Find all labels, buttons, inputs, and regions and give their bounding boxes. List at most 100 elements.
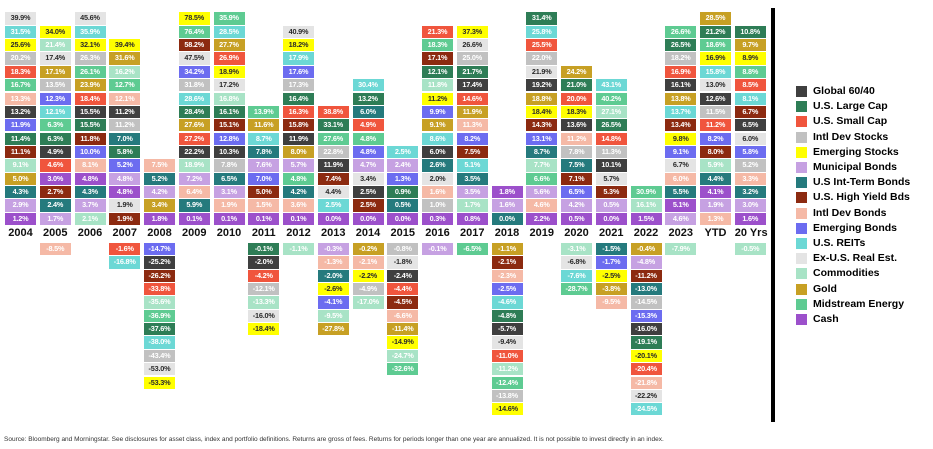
cell-2023-idb: 6.0% — [665, 172, 697, 185]
cell-2023-itb: 5.5% — [665, 185, 697, 199]
cell-2004-emb: 11.9% — [5, 119, 36, 132]
cell-2010-g6040: 10.3% — [213, 145, 245, 159]
cell-2007-ussc: -1.6% — [109, 243, 141, 256]
cell-2021-hy: 5.3% — [595, 185, 627, 199]
cell-2009-em: 78.5% — [178, 12, 210, 25]
cell-2006-g6040: 15.5% — [74, 105, 106, 119]
cell-2014-emb: 4.8% — [352, 145, 384, 159]
cell-2013-mid: 27.6% — [317, 132, 349, 145]
cell-2009-reit: 28.6% — [178, 92, 210, 105]
cell-2022-ussc: -20.4% — [630, 363, 662, 376]
cell-2017-cash: 0.8% — [456, 212, 488, 225]
cell-2020-reit: -7.6% — [561, 269, 592, 282]
cell-2008-cash: 1.8% — [144, 212, 175, 225]
cell-2010-cmd: 16.8% — [213, 92, 245, 105]
cell-2022-exre: -22.2% — [630, 389, 662, 403]
cell-2013-ids: 22.8% — [317, 145, 349, 159]
cell-2010-exre: 17.2% — [213, 79, 245, 92]
cell-2004-muni: 2.9% — [5, 199, 36, 212]
cell-YTD-mid: 18.6% — [700, 39, 731, 52]
cell-2011-exre: -16.0% — [248, 309, 280, 323]
cell-2010-ussc: 26.9% — [213, 52, 245, 65]
cell-2014-gold: -0.2% — [352, 243, 384, 256]
cell-2016-ussc: 21.3% — [422, 25, 453, 39]
cell-2006-itb: 4.3% — [74, 185, 106, 199]
cell-2006-exre: 45.6% — [74, 12, 106, 25]
cell-2014-exre: 3.4% — [352, 172, 384, 185]
cell-2011-muni: 7.6% — [248, 159, 280, 172]
cell-2016-cash: 0.3% — [422, 212, 453, 225]
cell-2018-uslc: -4.8% — [491, 309, 523, 323]
cell-20Yrs-g6040: 6.5% — [734, 119, 766, 132]
cell-2007-emb: 5.2% — [109, 159, 141, 172]
cell-2012-hy: 15.8% — [283, 119, 314, 132]
legend-label-itb: U.S Int-Term Bonds — [813, 176, 911, 189]
cell-2012-em: 18.2% — [283, 39, 314, 52]
cell-2023-reit: 13.7% — [665, 105, 697, 119]
cell-2010-gold: 27.7% — [213, 39, 245, 52]
column-label-2007: 2007 — [112, 227, 137, 239]
cell-2016-g6040: 6.0% — [422, 145, 453, 159]
cell-2021-exre: 5.7% — [595, 172, 627, 185]
legend-label-exre: Ex-U.S. Real Est. — [813, 252, 898, 265]
cell-2004-uslc: 11.4% — [5, 132, 36, 145]
cell-2013-g6040: 11.9% — [317, 159, 349, 172]
cell-2011-g6040: -2.0% — [248, 256, 280, 269]
cell-2012-reit: 17.9% — [283, 52, 314, 65]
cell-2015-exre: -1.8% — [387, 256, 419, 269]
cell-2015-gold: -11.4% — [387, 323, 419, 336]
legend-label-emb: Emerging Bonds — [813, 221, 898, 234]
cell-2016-idb: 1.6% — [422, 185, 453, 199]
cell-2018-gold: -1.1% — [491, 243, 523, 256]
cell-2021-em: -2.5% — [595, 269, 627, 282]
cell-20Yrs-gold: 9.7% — [734, 39, 766, 52]
cell-2020-exre: -6.8% — [561, 256, 592, 269]
cell-2018-emb: -2.5% — [491, 283, 523, 296]
cell-2023-uslc: 26.5% — [665, 39, 697, 52]
cell-2015-cash: 0.0% — [387, 212, 419, 225]
cell-20Yrs-emb: 5.8% — [734, 145, 766, 159]
cell-2023-gold: 13.8% — [665, 92, 697, 105]
cell-2020-hy: 7.1% — [561, 172, 592, 185]
cell-2010-mid: 35.9% — [213, 12, 245, 25]
cell-2023-cash: 5.1% — [665, 199, 697, 212]
cell-2015-ids: -0.8% — [387, 243, 419, 256]
cell-20Yrs-mid: 8.8% — [734, 65, 766, 79]
cell-2011-cash: 0.1% — [248, 212, 280, 225]
cell-2009-ussc: 27.2% — [178, 132, 210, 145]
cell-2010-muni: 3.1% — [213, 185, 245, 199]
cell-2023-emb: 9.1% — [665, 145, 697, 159]
cell-2017-exre: 26.6% — [456, 39, 488, 52]
cell-2004-exre: 39.9% — [5, 12, 36, 25]
cell-2019-ids: 22.0% — [526, 52, 558, 65]
cell-2005-em: 34.0% — [39, 25, 71, 39]
cell-2018-mid: -12.4% — [491, 376, 523, 389]
cell-2018-em: -14.6% — [491, 403, 523, 416]
cell-2019-emb: 13.1% — [526, 132, 558, 145]
legend-swatch-reit — [796, 238, 807, 249]
cell-2011-ids: -12.1% — [248, 283, 280, 296]
cell-2011-ussc: -4.2% — [248, 269, 280, 282]
cell-YTD-ids: 11.5% — [700, 105, 731, 119]
cell-YTD-cmd: 5.9% — [700, 159, 731, 172]
cell-2019-muni: 5.6% — [526, 185, 558, 199]
cell-2020-gold: 24.2% — [561, 65, 592, 79]
cell-2009-uslc: 28.4% — [178, 105, 210, 119]
cell-2013-ussc: 38.8% — [317, 105, 349, 119]
cell-2012-gold: 8.0% — [283, 145, 314, 159]
cell-2016-exre: 2.0% — [422, 172, 453, 185]
cell-2020-cmd: -3.1% — [561, 243, 592, 256]
cell-2010-ids: 7.8% — [213, 159, 245, 172]
cell-2022-cash: 1.5% — [630, 212, 662, 225]
legend-label-uslc: U.S. Large Cap — [813, 100, 888, 113]
cell-2012-emb: 17.6% — [283, 65, 314, 79]
cell-20Yrs-exre: 6.0% — [734, 132, 766, 145]
cell-2016-muni: -0.1% — [422, 243, 453, 256]
cell-2004-g6040: 13.2% — [5, 105, 36, 119]
cell-2016-reit: 8.6% — [422, 132, 453, 145]
cell-2006-mid: 26.1% — [74, 65, 106, 79]
cell-YTD-idb: 1.3% — [700, 212, 731, 225]
cell-2004-ids: 20.2% — [5, 52, 36, 65]
cell-YTD-cash: 4.1% — [700, 185, 731, 199]
cell-2017-em: 37.3% — [456, 25, 488, 39]
